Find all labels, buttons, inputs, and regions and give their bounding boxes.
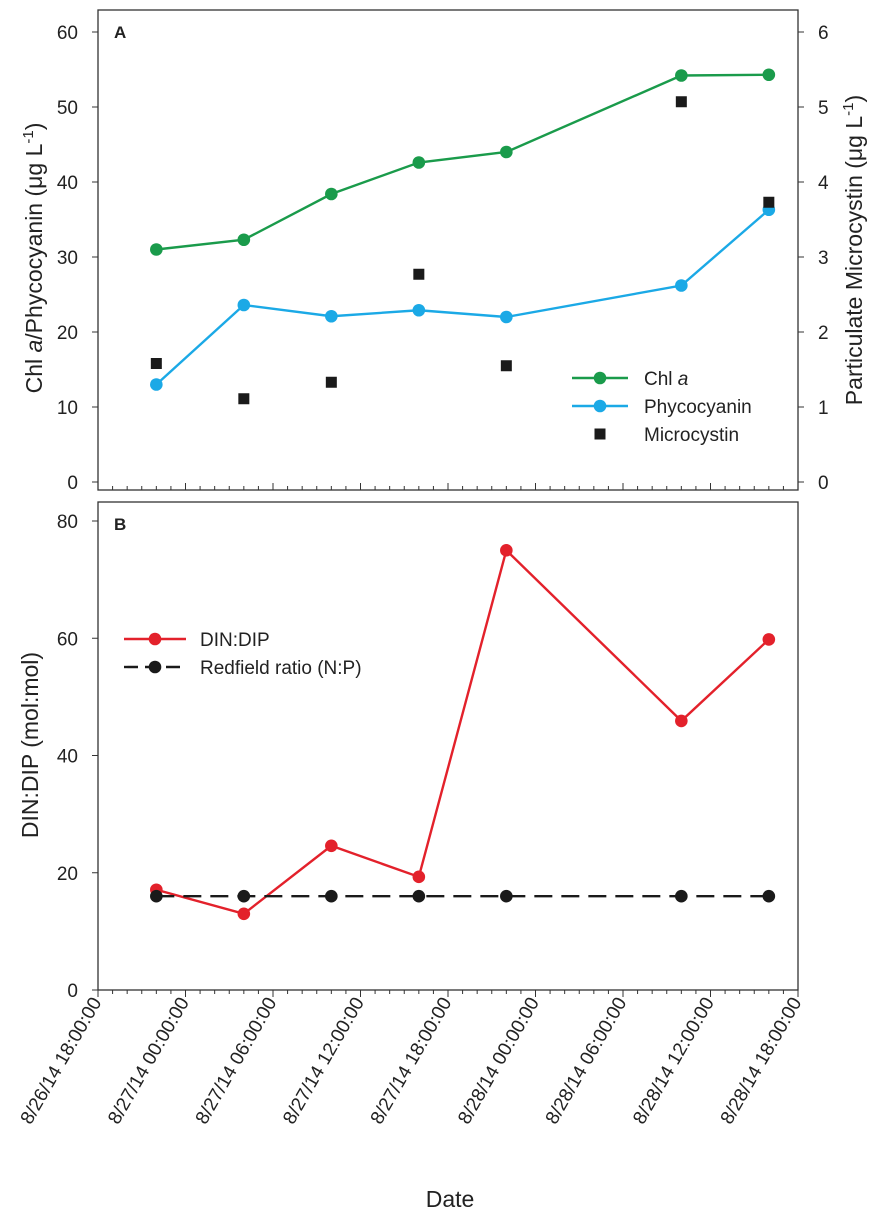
panel-a: A 0 10 20 30 40 50 60 0 1 2 3 4 5 6 Chl a/Phycocyanin (… <box>20 9 867 494</box>
data-point-series-a0 <box>237 233 251 247</box>
data-point-series-b1 <box>675 889 688 903</box>
data-point-series-b1 <box>237 889 251 903</box>
data-point-series-b0 <box>325 839 338 853</box>
x-tick-label: 8/27/14 06:00:00 <box>192 994 282 1128</box>
y2-tick-label-a: 1 <box>818 398 829 419</box>
data-point-series-a2 <box>238 393 250 405</box>
plot-frame-a <box>97 9 799 491</box>
data-point-series-a2 <box>763 196 775 208</box>
data-point-series-b0 <box>412 870 426 884</box>
data-point-series-b1 <box>762 889 776 903</box>
data-point-series-b1 <box>150 889 163 903</box>
y2-tick-label-a: 6 <box>818 23 829 44</box>
x-axis: 8/26/14 18:00:008/27/14 00:00:008/27/14 … <box>17 994 807 1128</box>
x-tick-label: 8/28/14 18:00:00 <box>717 994 807 1128</box>
legend-marker-a2 <box>594 428 606 440</box>
y-tick-label-a: 40 <box>57 173 78 194</box>
data-point-series-a2 <box>675 96 687 108</box>
data-point-series-a1 <box>500 310 513 324</box>
data-point-series-b0 <box>675 714 688 728</box>
y-axis-label-b: DIN:DIP (mol:mol) <box>17 652 43 838</box>
x-tick-label: 8/27/14 00:00:00 <box>104 994 194 1128</box>
data-point-series-a0 <box>150 243 163 256</box>
legend-marker-a0 <box>593 371 607 385</box>
data-point-series-a1 <box>675 279 688 292</box>
x-tick-label: 8/26/14 18:00:00 <box>17 994 107 1128</box>
y2-tick-label-a: 4 <box>818 173 829 194</box>
legend-marker-b0 <box>148 632 162 646</box>
x-tick-label: 8/28/14 12:00:00 <box>629 994 719 1128</box>
y-tick-label-b: 40 <box>57 747 78 768</box>
y-tick-label-b: 0 <box>67 981 78 1002</box>
data-point-series-a1 <box>150 378 163 391</box>
panel-label-a: A <box>114 23 126 42</box>
legend-label-a0: Chl a <box>644 369 688 390</box>
data-point-series-b0 <box>500 544 513 557</box>
data-point-series-a2 <box>325 376 337 388</box>
data-point-series-a0 <box>325 187 338 201</box>
y-axis-label-right-a: Particulate Microcystin (μg L-1) <box>840 95 867 405</box>
data-point-series-a1 <box>325 309 338 323</box>
data-point-series-a2 <box>500 360 512 372</box>
legend-label-a1: Phycocyanin <box>644 397 752 418</box>
panel-b: B 0 20 40 60 80 DIN:DIP (mol:mol) DIN:DIP Redfie… <box>17 501 799 1002</box>
legend-a: Chl a Phycocyanin Microcystin <box>572 369 752 446</box>
data-point-series-a0 <box>500 145 513 159</box>
y-axis-label-left-a: Chl a/Phycocyanin (μg L-1) <box>20 123 47 394</box>
data-point-series-a1 <box>412 303 426 317</box>
y2-tick-label-a: 3 <box>818 248 829 269</box>
data-point-series-a0 <box>762 68 776 82</box>
legend-label-b1: Redfield ratio (N:P) <box>200 658 362 679</box>
legend-marker-a1 <box>593 399 607 413</box>
y-tick-label-a: 50 <box>57 98 78 119</box>
panel-label-b: B <box>114 515 126 534</box>
data-point-series-a2 <box>413 268 425 280</box>
y-tick-label-a: 10 <box>57 398 78 419</box>
legend-b: DIN:DIP Redfield ratio (N:P) <box>124 630 362 679</box>
y-tick-label-b: 60 <box>57 629 78 650</box>
x-tick-label: 8/28/14 06:00:00 <box>542 994 632 1128</box>
data-point-series-b1 <box>412 889 426 903</box>
legend-marker-b1 <box>148 660 162 674</box>
data-point-series-a0 <box>412 156 426 169</box>
x-tick-label: 8/27/14 12:00:00 <box>279 994 369 1128</box>
data-point-series-a2 <box>150 358 162 369</box>
series-line-b0 <box>156 548 770 916</box>
y2-tick-label-a: 5 <box>818 98 829 119</box>
x-axis-label: Date <box>426 1186 475 1212</box>
plot-frame-b <box>97 501 799 991</box>
data-point-series-b1 <box>325 889 338 903</box>
legend-label-b0: DIN:DIP <box>200 630 270 651</box>
data-point-series-b1 <box>500 889 513 903</box>
y-tick-label-b: 80 <box>57 512 78 533</box>
legend-label-a2: Microcystin <box>644 425 739 446</box>
y2-tick-label-a: 2 <box>818 323 829 344</box>
y-tick-label-b: 20 <box>57 864 78 885</box>
y-tick-label-a: 20 <box>57 323 78 344</box>
x-tick-label: 8/27/14 18:00:00 <box>367 994 457 1128</box>
x-tick-label: 8/28/14 00:00:00 <box>454 994 544 1128</box>
data-point-series-a0 <box>675 69 688 82</box>
y-tick-label-a: 30 <box>57 248 78 269</box>
data-point-series-a1 <box>237 298 251 312</box>
y-tick-label-a: 0 <box>67 473 78 494</box>
data-point-series-b0 <box>762 633 776 646</box>
y-tick-label-a: 60 <box>57 23 78 44</box>
data-point-series-b0 <box>237 907 251 921</box>
y2-tick-label-a: 0 <box>818 473 829 494</box>
